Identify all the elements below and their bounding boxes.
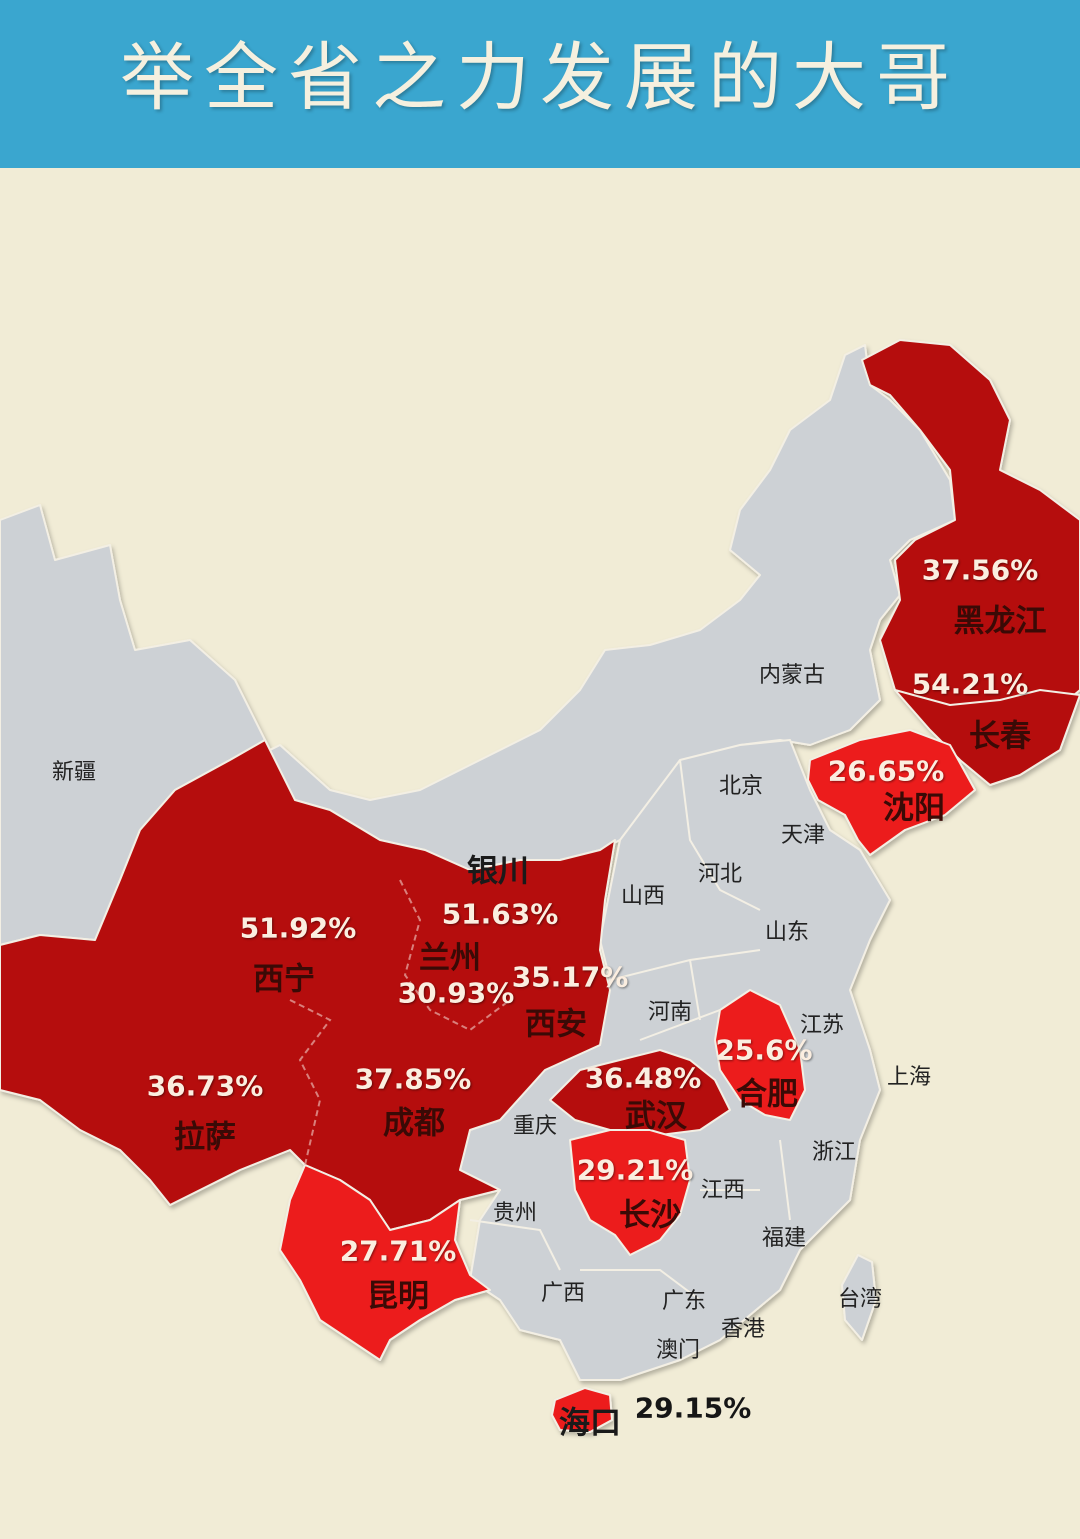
- label-chongqing: 重庆: [512, 1114, 558, 1139]
- label-jiangsu: 江苏: [799, 1013, 845, 1038]
- region-kunming: [279, 1164, 491, 1361]
- city-wuhan: 武汉: [625, 1098, 687, 1135]
- city-changsha: 长沙: [619, 1197, 681, 1234]
- pct-shenyang: 26.65%: [827, 754, 945, 788]
- city-lhasa: 拉萨: [174, 1119, 236, 1156]
- title-banner: [0, 0, 1080, 168]
- label-guangdong: 广东: [661, 1289, 707, 1314]
- region-haikou: [551, 1387, 613, 1433]
- city-chengdu: 成都: [383, 1105, 445, 1142]
- pct-lanzhou: 30.93%: [397, 976, 515, 1010]
- pct-hefei: 25.6%: [715, 1033, 813, 1067]
- label-shanxi: 山西: [620, 884, 666, 909]
- pct-chengdu: 37.85%: [354, 1062, 472, 1096]
- pct-changsha: 29.21%: [576, 1153, 694, 1187]
- city-haikou: 海口: [559, 1405, 621, 1442]
- region-wuhan: [549, 1049, 731, 1136]
- label-neimenggu: 内蒙古: [758, 663, 826, 688]
- label-shanghai: 上海: [886, 1065, 932, 1090]
- label-guangxi: 广西: [540, 1281, 586, 1306]
- label-henan: 河南: [647, 1000, 693, 1025]
- pct-harbin: 37.56%: [921, 553, 1039, 587]
- city-xian: 西安: [525, 1006, 587, 1043]
- label-tianjin: 天津: [780, 823, 826, 848]
- label-taiwan: 台湾: [837, 1287, 883, 1312]
- label-fujian: 福建: [761, 1226, 807, 1251]
- label-shandong: 山东: [764, 920, 810, 945]
- city-yinchuan: 银川: [467, 853, 529, 890]
- pct-xian: 35.17%: [511, 960, 629, 994]
- pct-lhasa: 36.73%: [146, 1069, 264, 1103]
- pct-xining: 51.92%: [239, 911, 357, 945]
- map-title: 举全省之力发展的大哥: [120, 35, 960, 121]
- city-changchun: 长春: [969, 718, 1031, 755]
- label-macau: 澳门: [655, 1338, 701, 1363]
- label-guizhou: 贵州: [492, 1201, 538, 1226]
- region-western-block: [0, 739, 616, 1231]
- label-xinjiang: 新疆: [51, 760, 97, 785]
- city-shenyang: 沈阳: [883, 790, 945, 827]
- pct-changchun: 54.21%: [911, 667, 1029, 701]
- pct-haikou: 29.15%: [634, 1391, 752, 1425]
- region-shenyang: [807, 729, 976, 856]
- label-zhejiang: 浙江: [811, 1140, 857, 1165]
- pct-kunming: 27.71%: [339, 1234, 457, 1268]
- city-xining: 西宁: [253, 961, 315, 998]
- city-kunming: 昆明: [367, 1278, 429, 1315]
- pct-yinchuan: 51.63%: [441, 897, 559, 931]
- city-lanzhou: 兰州: [419, 940, 481, 977]
- region-taiwan: [841, 1254, 877, 1341]
- border-provinces-east: [469, 759, 791, 1301]
- pct-wuhan: 36.48%: [584, 1061, 702, 1095]
- border-xining-lanzhou: [399, 879, 511, 1032]
- label-beijing: 北京: [718, 774, 764, 799]
- label-jiangxi: 江西: [700, 1178, 746, 1203]
- label-hongkong: 香港: [720, 1317, 766, 1342]
- label-hebei: 河北: [697, 862, 743, 887]
- city-harbin: 黑龙江: [953, 603, 1047, 640]
- border-lhasa-chengdu: [289, 999, 332, 1166]
- region-changsha: [569, 1129, 691, 1256]
- city-hefei: 合肥: [736, 1076, 798, 1113]
- region-hefei: [714, 989, 806, 1121]
